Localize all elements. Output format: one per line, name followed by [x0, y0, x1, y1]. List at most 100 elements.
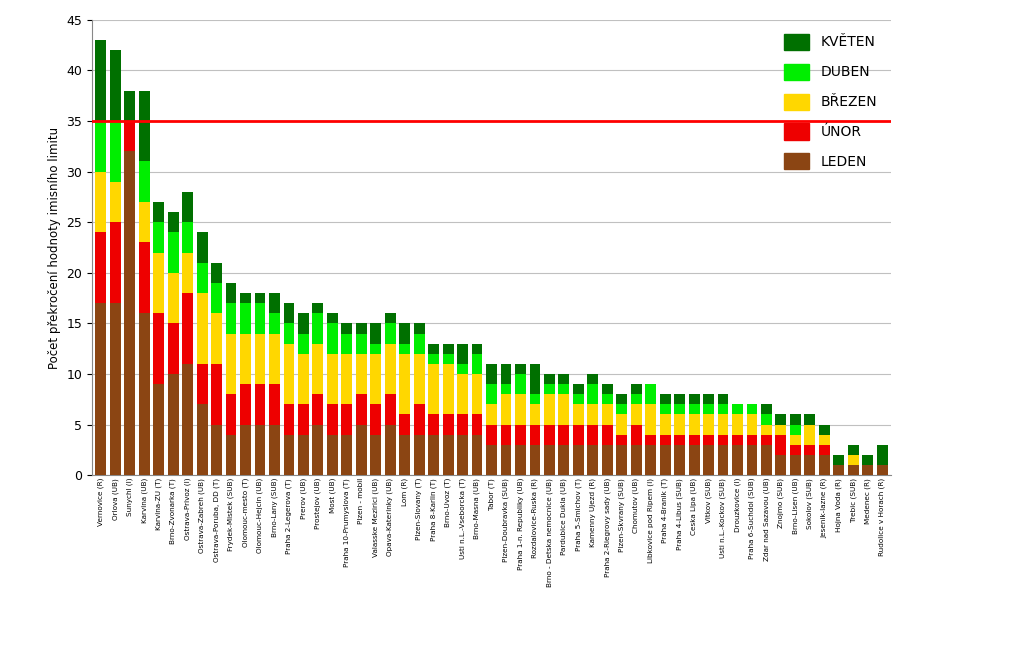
- Bar: [457, 364, 468, 374]
- Bar: [775, 414, 786, 424]
- Bar: [602, 384, 612, 394]
- Bar: [674, 445, 685, 475]
- Bar: [240, 333, 251, 384]
- Bar: [385, 344, 395, 394]
- Bar: [558, 424, 569, 445]
- Bar: [501, 424, 511, 445]
- Bar: [805, 455, 815, 475]
- Bar: [848, 465, 859, 475]
- Bar: [486, 405, 497, 424]
- Bar: [197, 293, 208, 364]
- Bar: [616, 445, 627, 475]
- Bar: [775, 435, 786, 455]
- Bar: [168, 212, 178, 232]
- Bar: [385, 314, 395, 323]
- Bar: [572, 424, 584, 445]
- Bar: [588, 445, 598, 475]
- Bar: [371, 344, 381, 354]
- Bar: [168, 232, 178, 273]
- Bar: [95, 172, 106, 232]
- Bar: [385, 323, 395, 344]
- Bar: [269, 384, 280, 424]
- Bar: [515, 424, 526, 445]
- Bar: [284, 435, 294, 475]
- Bar: [385, 424, 395, 475]
- Bar: [689, 414, 699, 435]
- Bar: [371, 323, 381, 344]
- Bar: [211, 364, 222, 424]
- Bar: [154, 202, 164, 222]
- Bar: [529, 364, 541, 394]
- Bar: [385, 394, 395, 424]
- Bar: [168, 374, 178, 475]
- Bar: [457, 344, 468, 364]
- Bar: [558, 374, 569, 384]
- Bar: [327, 405, 338, 435]
- Bar: [718, 435, 728, 445]
- Bar: [790, 455, 801, 475]
- Bar: [95, 303, 106, 475]
- Bar: [834, 465, 844, 475]
- Bar: [298, 405, 309, 435]
- Bar: [588, 384, 598, 405]
- Bar: [631, 384, 642, 394]
- Bar: [284, 344, 294, 405]
- Bar: [703, 394, 714, 405]
- Bar: [110, 50, 121, 121]
- Bar: [284, 303, 294, 323]
- Bar: [182, 192, 194, 222]
- Bar: [631, 424, 642, 445]
- Bar: [790, 435, 801, 445]
- Bar: [718, 394, 728, 405]
- Bar: [515, 374, 526, 394]
- Bar: [255, 384, 265, 424]
- Y-axis label: Počet překročení hodnoty imisního limitu: Počet překročení hodnoty imisního limitu: [48, 127, 61, 368]
- Bar: [877, 465, 888, 475]
- Bar: [197, 364, 208, 405]
- Bar: [602, 424, 612, 445]
- Bar: [211, 283, 222, 314]
- Bar: [428, 364, 439, 414]
- Bar: [775, 424, 786, 435]
- Bar: [689, 445, 699, 475]
- Bar: [529, 424, 541, 445]
- Bar: [558, 384, 569, 394]
- Bar: [645, 445, 656, 475]
- Bar: [312, 303, 324, 313]
- Bar: [674, 414, 685, 435]
- Bar: [602, 394, 612, 405]
- Bar: [211, 424, 222, 475]
- Bar: [544, 394, 555, 424]
- Bar: [225, 333, 237, 394]
- Bar: [486, 384, 497, 405]
- Bar: [544, 424, 555, 445]
- Bar: [689, 435, 699, 445]
- Bar: [761, 405, 772, 414]
- Bar: [544, 374, 555, 384]
- Bar: [718, 445, 728, 475]
- Bar: [588, 374, 598, 384]
- Bar: [255, 293, 265, 303]
- Legend: KVĚTEN, DUBEN, BŘEZEN, ÚNOR, LEDEN: KVĚTEN, DUBEN, BŘEZEN, ÚNOR, LEDEN: [777, 27, 884, 176]
- Bar: [269, 314, 280, 333]
- Bar: [327, 354, 338, 405]
- Bar: [761, 414, 772, 424]
- Bar: [515, 364, 526, 374]
- Bar: [414, 405, 425, 435]
- Bar: [761, 424, 772, 435]
- Bar: [659, 414, 671, 435]
- Bar: [327, 435, 338, 475]
- Bar: [501, 445, 511, 475]
- Bar: [442, 414, 454, 435]
- Bar: [732, 435, 743, 445]
- Bar: [529, 394, 541, 405]
- Bar: [139, 90, 150, 162]
- Bar: [544, 384, 555, 394]
- Bar: [616, 405, 627, 414]
- Bar: [197, 232, 208, 263]
- Bar: [240, 293, 251, 303]
- Bar: [110, 121, 121, 182]
- Bar: [472, 374, 482, 414]
- Bar: [197, 263, 208, 293]
- Bar: [703, 445, 714, 475]
